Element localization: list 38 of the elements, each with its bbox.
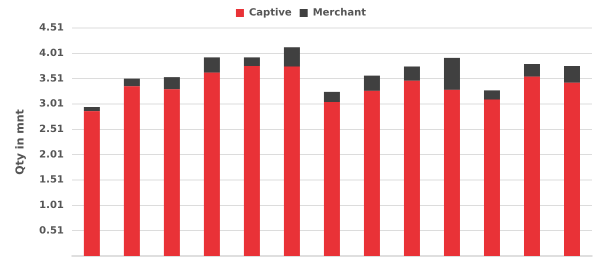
bar — [364, 90, 380, 256]
bar — [444, 58, 460, 90]
bar — [484, 99, 500, 256]
bar — [244, 66, 260, 256]
legend-label: Merchant — [312, 8, 366, 19]
bar — [524, 64, 540, 77]
y-tick-label: 1.51 — [39, 174, 64, 186]
bar — [84, 107, 100, 112]
bar — [124, 86, 140, 256]
bar — [204, 57, 220, 73]
bar — [404, 80, 420, 256]
bar — [284, 47, 300, 67]
bar — [484, 90, 500, 100]
y-tick-label: 0.51 — [39, 225, 64, 236]
bar — [324, 92, 340, 102]
y-tick-label: 3.51 — [39, 73, 64, 84]
bar — [564, 66, 580, 83]
y-tick-label: 1.01 — [39, 200, 64, 211]
bar — [564, 82, 580, 256]
bar — [124, 78, 140, 86]
y-axis-title: Qty in mnt — [13, 109, 26, 175]
y-tick-label: 2.01 — [39, 149, 64, 160]
legend-label: Captive — [248, 8, 292, 19]
bar — [284, 66, 300, 256]
bar — [164, 89, 180, 256]
bar — [164, 77, 180, 90]
y-tick-label: 4.01 — [39, 48, 64, 59]
bar — [364, 76, 380, 91]
y-tick-label: 2.51 — [39, 124, 64, 135]
bar — [244, 57, 260, 66]
bar — [444, 90, 460, 256]
bar — [324, 102, 340, 256]
bar — [524, 76, 540, 256]
y-tick-label: 4.51 — [39, 22, 64, 34]
bar — [84, 111, 100, 256]
bar — [404, 66, 420, 81]
bar — [204, 72, 220, 256]
y-tick-label: 3.01 — [39, 98, 64, 110]
